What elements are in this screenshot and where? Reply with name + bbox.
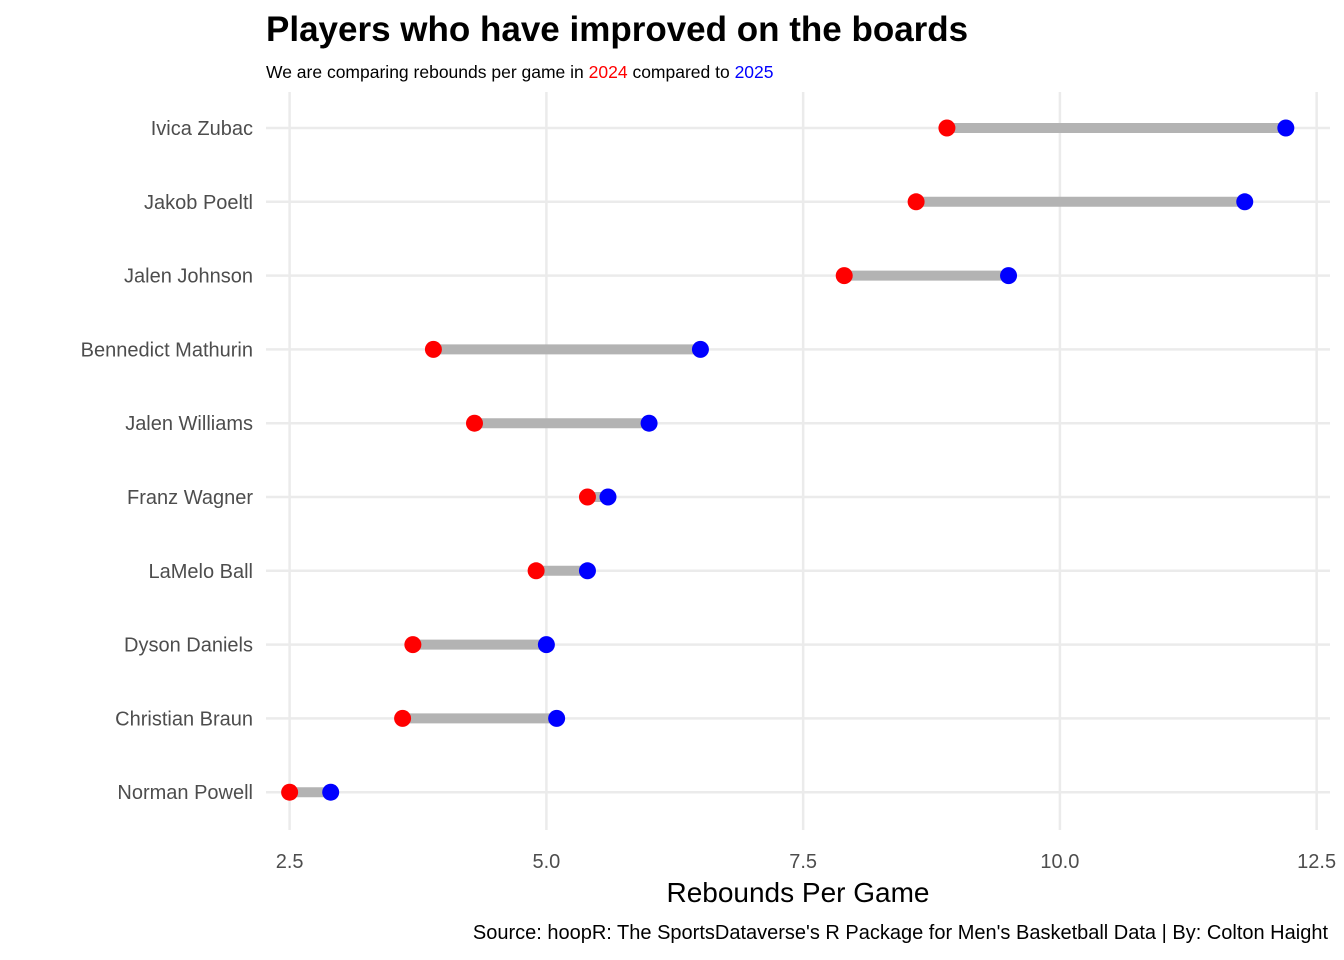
y-tick-label: Ivica Zubac <box>151 118 253 140</box>
y-tick-label: Franz Wagner <box>127 487 253 509</box>
point-2025 <box>548 709 566 727</box>
chart-caption: Source: hoopR: The SportsDataverse's R P… <box>472 922 1328 944</box>
y-tick-label: LaMelo Ball <box>148 561 253 583</box>
chart-title: Players who have improved on the boards <box>266 10 969 49</box>
point-2025 <box>599 488 617 506</box>
chart-subtitle: We are comparing rebounds per game in 20… <box>266 62 774 83</box>
y-tick-label: Bennedict Mathurin <box>81 339 253 361</box>
x-tick-label: 2.5 <box>276 851 304 873</box>
point-2024 <box>424 340 442 358</box>
point-2025 <box>1236 193 1254 211</box>
point-2024 <box>404 636 422 654</box>
x-tick-label: 10.0 <box>1040 851 1079 873</box>
segments <box>289 123 1286 798</box>
subtitle-prefix: We are comparing rebounds per game in <box>266 62 589 82</box>
points <box>281 119 1295 801</box>
point-2025 <box>322 783 340 801</box>
point-2024 <box>394 709 412 727</box>
point-2025 <box>640 414 658 432</box>
point-2025 <box>1277 119 1295 137</box>
subtitle-year-2024: 2024 <box>588 62 628 82</box>
point-2025 <box>578 562 596 580</box>
x-axis-title: Rebounds Per Game <box>666 877 929 908</box>
y-tick-label: Norman Powell <box>117 782 253 804</box>
y-tick-label: Christian Braun <box>115 708 253 730</box>
point-2025 <box>691 340 709 358</box>
subtitle-year-2025: 2025 <box>734 62 774 82</box>
y-tick-label: Jakob Poeltl <box>144 192 253 214</box>
y-tick-label: Dyson Daniels <box>124 635 253 657</box>
point-2024 <box>578 488 596 506</box>
y-tick-label: Jalen Williams <box>125 413 253 435</box>
point-2024 <box>907 193 925 211</box>
x-tick-label: 12.5 <box>1297 851 1336 873</box>
point-2024 <box>281 783 299 801</box>
x-axis-tick-labels: 2.5 5.0 7.5 10.0 12.5 <box>276 851 1336 873</box>
subtitle-middle: compared to <box>627 62 735 82</box>
point-2024 <box>938 119 956 137</box>
x-tick-label: 5.0 <box>532 851 560 873</box>
y-axis-labels: Ivica Zubac Jakob Poeltl Jalen Johnson Benn… <box>81 118 254 804</box>
point-2025 <box>1000 267 1018 285</box>
y-tick-label: Jalen Johnson <box>124 266 253 288</box>
x-tick-label: 7.5 <box>789 851 817 873</box>
point-2024 <box>527 562 545 580</box>
point-2025 <box>537 636 555 654</box>
point-2024 <box>465 414 483 432</box>
point-2024 <box>835 267 853 285</box>
